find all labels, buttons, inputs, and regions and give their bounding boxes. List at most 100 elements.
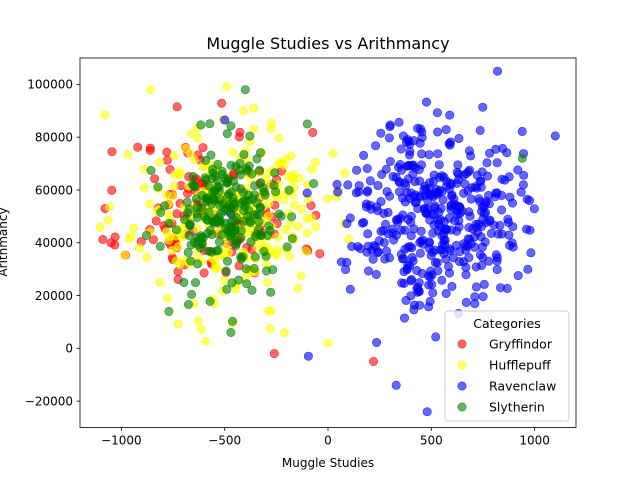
data-point	[273, 232, 283, 242]
data-point	[388, 224, 398, 234]
data-point	[445, 244, 455, 254]
data-point	[107, 185, 117, 195]
data-point	[396, 144, 406, 154]
data-point	[255, 148, 265, 158]
data-point	[107, 147, 117, 157]
data-point	[276, 211, 286, 221]
chart-title: Muggle Studies vs Arithmancy	[206, 34, 449, 53]
data-point	[293, 222, 303, 232]
data-point	[265, 323, 275, 333]
data-point	[196, 324, 206, 334]
data-point	[201, 155, 211, 165]
data-point	[363, 229, 373, 239]
y-tick-label: 60000	[35, 183, 73, 197]
data-point	[403, 242, 413, 252]
data-point	[229, 197, 239, 207]
data-point	[470, 182, 480, 192]
data-point	[222, 129, 232, 139]
data-point	[454, 134, 464, 144]
data-point	[145, 199, 155, 209]
data-point	[172, 102, 182, 112]
data-point	[253, 243, 263, 253]
x-axis: −1000 −500 0 500 1000	[101, 427, 550, 448]
data-point	[210, 186, 220, 196]
data-point	[279, 328, 289, 338]
data-point	[492, 265, 502, 275]
data-point	[303, 351, 313, 361]
data-point	[184, 231, 194, 241]
data-point	[126, 232, 136, 242]
y-tick-label: 0	[65, 342, 73, 356]
x-tick-label: −1000	[101, 434, 142, 448]
data-point	[385, 191, 395, 201]
data-point	[438, 195, 448, 205]
data-point	[226, 327, 236, 337]
data-point	[444, 268, 454, 278]
data-point	[284, 251, 294, 261]
data-point	[193, 316, 203, 326]
data-point	[504, 230, 514, 240]
data-point	[234, 275, 244, 285]
data-point	[145, 85, 155, 95]
data-point	[433, 149, 443, 159]
data-point	[461, 245, 471, 255]
data-point	[247, 169, 257, 179]
data-point	[236, 252, 246, 262]
data-point	[156, 208, 166, 218]
data-point	[214, 237, 224, 247]
data-point	[353, 242, 363, 252]
data-point	[261, 266, 271, 276]
data-point	[226, 121, 236, 131]
data-point	[415, 176, 425, 186]
y-tick-label: −20000	[25, 394, 73, 408]
x-tick-label: 0	[324, 434, 332, 448]
data-point	[482, 171, 492, 181]
data-point	[282, 242, 292, 252]
data-point	[272, 245, 282, 255]
data-point	[415, 192, 425, 202]
data-point	[445, 140, 455, 150]
data-point	[333, 187, 343, 197]
data-point	[416, 160, 426, 170]
data-point	[492, 66, 502, 76]
data-point	[98, 235, 108, 245]
data-point	[376, 128, 386, 138]
legend-marker	[457, 381, 467, 391]
data-point	[445, 110, 455, 120]
data-point	[437, 275, 447, 285]
data-point	[363, 241, 373, 251]
data-point	[293, 283, 303, 293]
data-point	[193, 259, 203, 269]
data-point	[435, 215, 445, 225]
data-point	[424, 190, 434, 200]
data-point	[351, 188, 361, 198]
data-point	[261, 251, 271, 261]
data-point	[249, 263, 259, 273]
data-point	[439, 249, 449, 259]
data-point	[416, 226, 426, 236]
data-point	[245, 131, 255, 141]
data-point	[216, 209, 226, 219]
data-point	[323, 338, 333, 348]
data-point	[417, 149, 427, 159]
data-point	[210, 171, 220, 181]
data-point	[478, 292, 488, 302]
data-point	[495, 220, 505, 230]
data-point	[95, 223, 105, 233]
data-point	[550, 131, 560, 141]
data-point	[403, 214, 413, 224]
data-point	[442, 176, 452, 186]
data-point	[498, 143, 508, 153]
legend-label: Gryffindor	[489, 337, 553, 352]
legend-label: Ravenclaw	[489, 379, 556, 394]
legend: Categories Gryffindor Hufflepuff Ravenclaw…	[444, 310, 570, 422]
data-point	[271, 187, 281, 197]
data-point	[523, 264, 533, 274]
data-point	[343, 180, 353, 190]
data-point	[381, 246, 391, 256]
data-point	[328, 149, 338, 159]
data-point	[441, 125, 451, 135]
data-point	[229, 215, 239, 225]
data-point	[209, 194, 219, 204]
